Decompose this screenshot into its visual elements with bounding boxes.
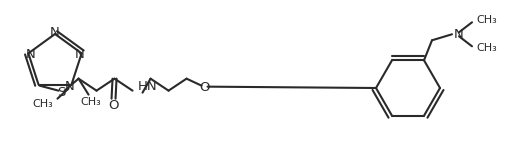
Text: CH₃: CH₃ [33, 99, 53, 109]
Text: N: N [454, 28, 464, 41]
Text: N: N [75, 48, 84, 61]
Text: S: S [57, 86, 66, 99]
Text: CH₃: CH₃ [80, 97, 101, 107]
Text: N: N [26, 48, 35, 61]
Text: N: N [65, 80, 74, 93]
Text: N: N [50, 27, 60, 39]
Text: O: O [199, 81, 210, 94]
Text: O: O [109, 99, 119, 112]
Text: HN: HN [138, 80, 157, 93]
Text: CH₃: CH₃ [476, 43, 497, 53]
Text: CH₃: CH₃ [476, 15, 497, 25]
